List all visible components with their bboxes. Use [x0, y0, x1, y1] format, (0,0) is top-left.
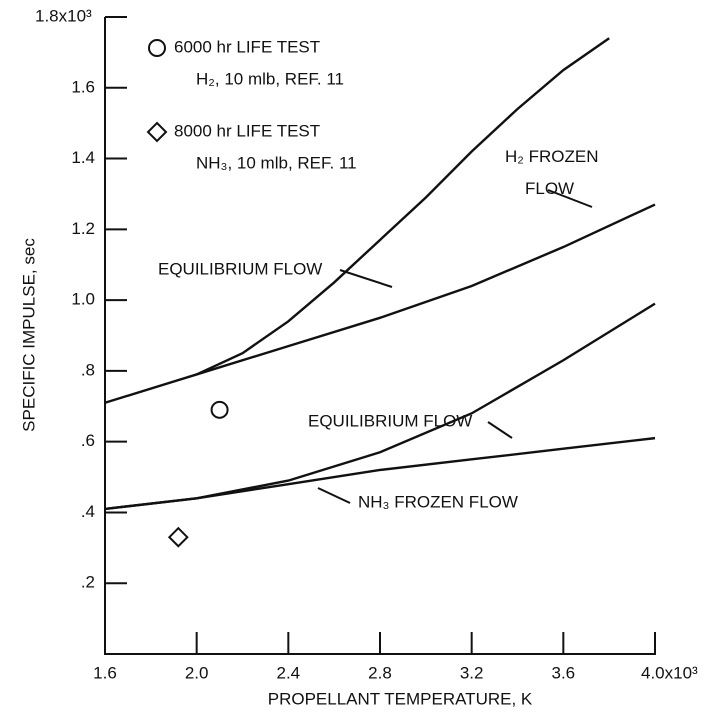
- y-tick-label: 1.0: [71, 290, 95, 309]
- legend-marker: [146, 121, 168, 143]
- curve: [104, 436, 656, 511]
- y-tick-label: 1.8x10³: [35, 6, 92, 25]
- y-axis-title: SPECIFIC IMPULSE, sec: [19, 238, 38, 432]
- curve: [104, 203, 656, 404]
- legend-marker: [148, 39, 166, 57]
- y-tick-label: 1.6: [71, 77, 95, 96]
- x-tick-label: 2.4: [277, 663, 301, 682]
- y-tick-label: 1.4: [71, 148, 95, 167]
- y-tick-label: .2: [81, 573, 95, 592]
- legend-label: 6000 hr LIFE TEST: [174, 37, 320, 56]
- y-tick-label: .6: [81, 431, 95, 450]
- legend-label: 8000 hr LIFE TEST: [174, 121, 320, 140]
- leader-line: [487, 421, 513, 439]
- curve: [104, 302, 656, 511]
- legend-detail: H₂, 10 mlb, REF. 11: [196, 69, 344, 88]
- curve-label: H₂ FROZEN FLOW: [505, 147, 598, 198]
- leader-line: [547, 189, 593, 208]
- y-tick-label: 1.2: [71, 219, 95, 238]
- data-point: [210, 400, 229, 419]
- x-tick-label: 2.8: [368, 663, 392, 682]
- curve: [196, 37, 610, 376]
- data-point: [167, 526, 189, 548]
- x-tick-label: 1.6: [93, 663, 117, 682]
- leader-line: [339, 269, 393, 288]
- y-tick-label: .8: [81, 360, 95, 379]
- x-tick-label: 4.0x10³: [641, 663, 698, 682]
- y-tick-label: .4: [81, 502, 95, 521]
- x-tick-label: 2.0: [185, 663, 209, 682]
- axes: [104, 17, 656, 655]
- curve-label: NH₃ FROZEN FLOW: [358, 492, 518, 511]
- x-axis-title: PROPELLANT TEMPERATURE, K: [268, 689, 533, 708]
- x-tick-label: 3.2: [460, 663, 484, 682]
- x-tick-label: 3.6: [552, 663, 576, 682]
- leader-line: [317, 487, 351, 504]
- curve-label: EQUILIBRIUM FLOW: [308, 411, 472, 430]
- legend-detail: NH₃, 10 mlb, REF. 11: [196, 153, 357, 172]
- curve-label: EQUILIBRIUM FLOW: [158, 259, 322, 278]
